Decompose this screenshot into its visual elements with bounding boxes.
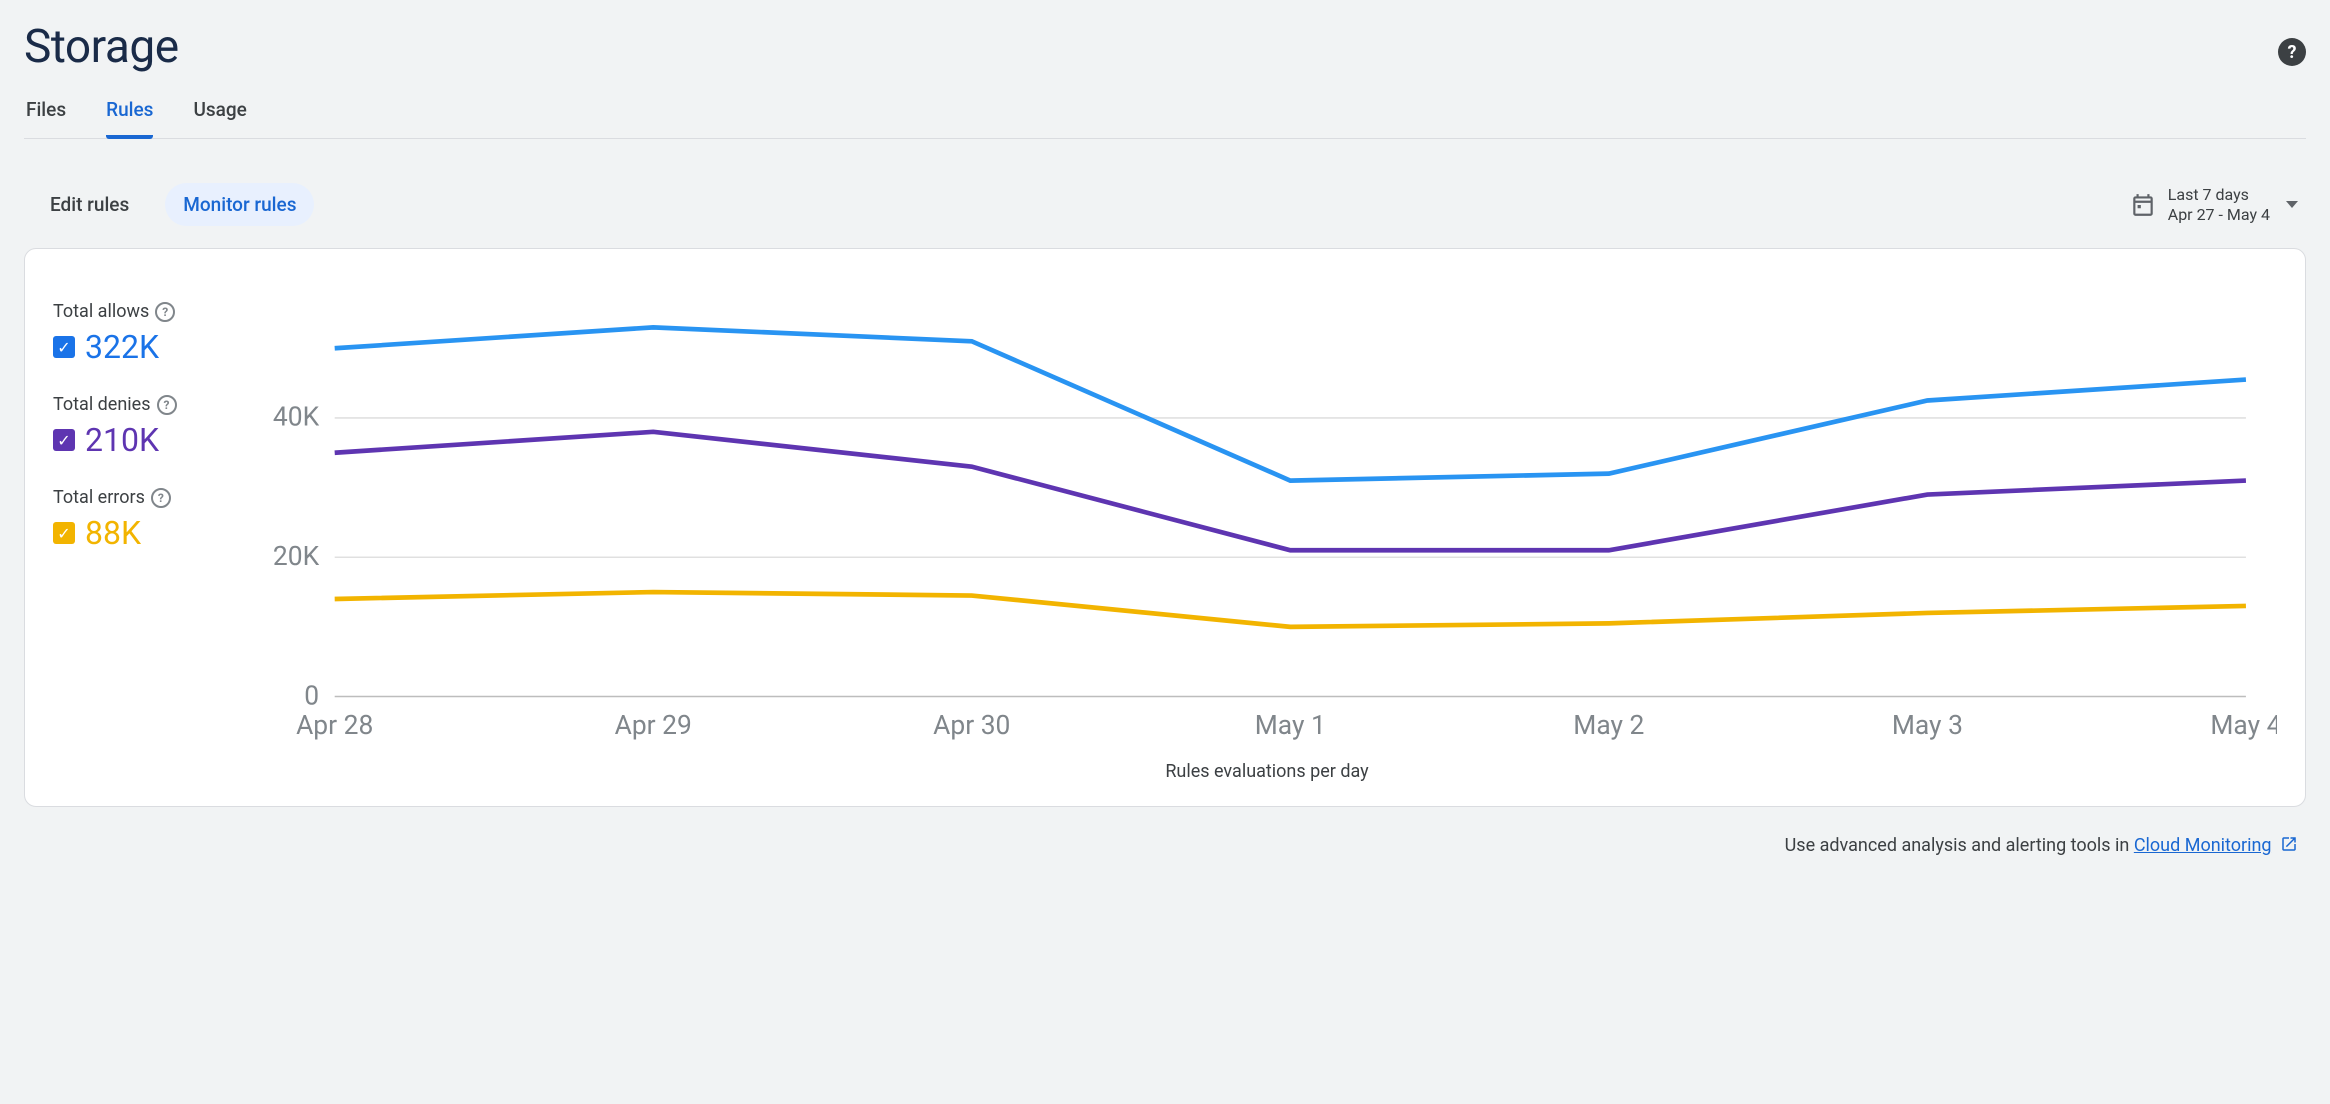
date-range-label: Last 7 days bbox=[2168, 185, 2270, 205]
legend-denies-value: 210K bbox=[85, 421, 159, 459]
help-icon[interactable]: ? bbox=[151, 488, 171, 508]
legend-allows-checkbox[interactable]: ✓ bbox=[53, 336, 75, 358]
svg-text:May 1: May 1 bbox=[1255, 710, 1326, 741]
cloud-monitoring-link[interactable]: Cloud Monitoring bbox=[2134, 835, 2272, 856]
chevron-down-icon bbox=[2286, 201, 2298, 208]
calendar-icon bbox=[2130, 192, 2156, 218]
svg-text:May 4: May 4 bbox=[2210, 710, 2277, 741]
legend-denies-label: Total denies bbox=[53, 394, 151, 415]
edit-rules-button[interactable]: Edit rules bbox=[32, 183, 147, 226]
svg-text:May 2: May 2 bbox=[1573, 710, 1644, 741]
svg-text:20K: 20K bbox=[273, 541, 320, 572]
footer-text: Use advanced analysis and alerting tools… bbox=[1785, 835, 2134, 856]
rules-toolbar: Edit rules Monitor rules Last 7 days Apr … bbox=[24, 139, 2306, 248]
legend-allows-label: Total allows bbox=[53, 301, 149, 322]
svg-text:40K: 40K bbox=[273, 402, 320, 433]
series-allows bbox=[335, 327, 2246, 480]
legend-denies: Total denies ? ✓ 210K bbox=[53, 394, 233, 459]
external-link-icon bbox=[2280, 837, 2298, 858]
legend-errors-value: 88K bbox=[85, 514, 141, 552]
svg-text:Apr 29: Apr 29 bbox=[615, 710, 692, 741]
legend-allows: Total allows ? ✓ 322K bbox=[53, 301, 233, 366]
legend-errors-label: Total errors bbox=[53, 487, 145, 508]
help-icon[interactable]: ? bbox=[2278, 38, 2306, 66]
help-icon[interactable]: ? bbox=[157, 395, 177, 415]
legend-allows-value: 322K bbox=[85, 328, 159, 366]
monitor-rules-card: Total allows ? ✓ 322K Total denies ? ✓ bbox=[24, 248, 2306, 807]
primary-tabs: Files Rules Usage bbox=[24, 92, 2306, 139]
svg-text:Apr 30: Apr 30 bbox=[933, 710, 1010, 741]
svg-text:May 3: May 3 bbox=[1892, 710, 1963, 741]
series-errors bbox=[335, 592, 2246, 627]
cloud-monitoring-note: Use advanced analysis and alerting tools… bbox=[24, 807, 2306, 858]
legend-errors-checkbox[interactable]: ✓ bbox=[53, 522, 75, 544]
rules-line-chart: 0 20K 40K Apr 28 Apr 29 Apr 30 May 1 May 2 May 3… bbox=[257, 277, 2277, 743]
tab-usage[interactable]: Usage bbox=[193, 92, 246, 139]
help-icon[interactable]: ? bbox=[155, 302, 175, 322]
date-range-value: Apr 27 - May 4 bbox=[2168, 205, 2270, 225]
tab-files[interactable]: Files bbox=[26, 92, 66, 139]
page-title: Storage bbox=[24, 12, 179, 92]
chart-legend: Total allows ? ✓ 322K Total denies ? ✓ bbox=[53, 277, 233, 782]
svg-text:0: 0 bbox=[304, 680, 319, 711]
chart-x-axis-title: Rules evaluations per day bbox=[257, 761, 2277, 782]
legend-errors: Total errors ? ✓ 88K bbox=[53, 487, 233, 552]
tab-rules[interactable]: Rules bbox=[106, 92, 153, 139]
monitor-rules-button[interactable]: Monitor rules bbox=[165, 183, 314, 226]
svg-text:Apr 28: Apr 28 bbox=[296, 710, 373, 741]
legend-denies-checkbox[interactable]: ✓ bbox=[53, 429, 75, 451]
series-denies bbox=[335, 432, 2246, 550]
date-range-picker[interactable]: Last 7 days Apr 27 - May 4 bbox=[2130, 185, 2298, 225]
